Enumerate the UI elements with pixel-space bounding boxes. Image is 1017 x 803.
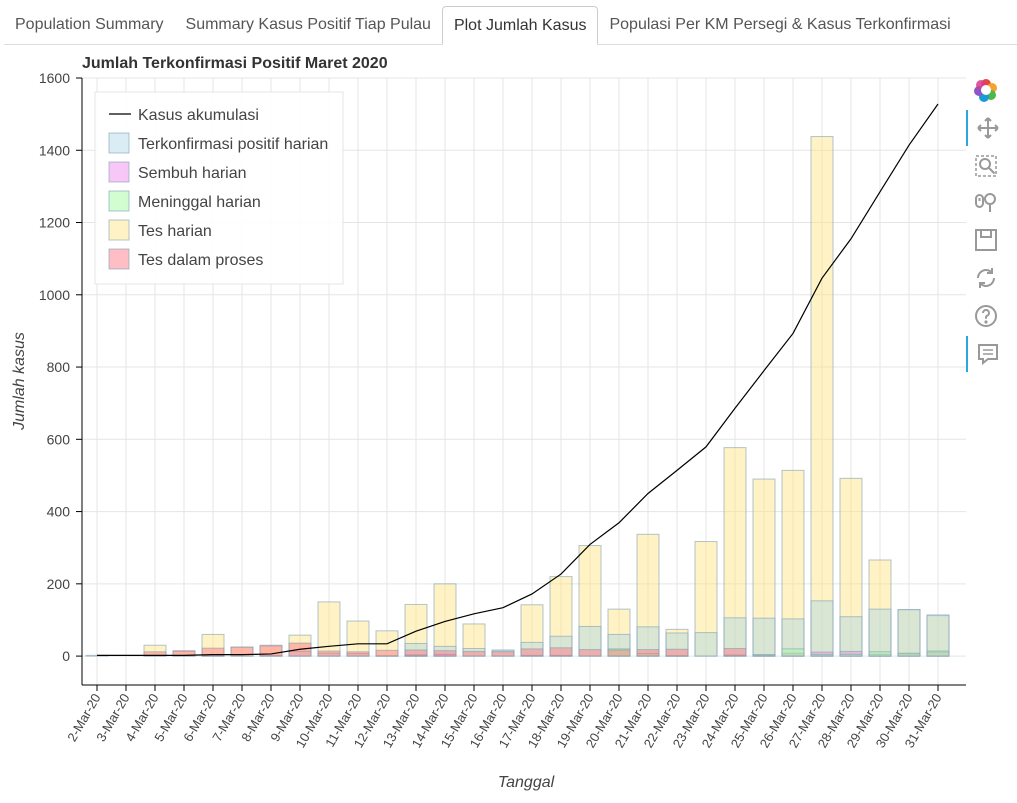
bar[interactable] bbox=[897, 608, 921, 657]
y-tick-label: 600 bbox=[47, 431, 71, 447]
bar[interactable] bbox=[810, 654, 834, 657]
legend-entry: Kasus akumulasi bbox=[138, 107, 259, 124]
tab-populasi-per-km[interactable]: Populasi Per KM Persegi & Kasus Terkonfi… bbox=[609, 16, 951, 33]
legend-entry: Tes harian bbox=[138, 223, 212, 240]
bar[interactable] bbox=[404, 649, 428, 657]
legend-entry: Meninggal harian bbox=[138, 194, 261, 211]
legend-entry: Terkonfirmasi positif harian bbox=[138, 136, 328, 153]
chart-title: Jumlah Terkonfirmasi Positif Maret 2020 bbox=[82, 55, 388, 72]
legend-entry: Tes dalam proses bbox=[138, 252, 263, 269]
bar[interactable] bbox=[868, 608, 892, 657]
bar[interactable] bbox=[230, 646, 254, 657]
y-tick-label: 400 bbox=[47, 504, 71, 520]
bar[interactable] bbox=[578, 649, 602, 657]
bar[interactable] bbox=[520, 648, 544, 657]
box-zoom-icon[interactable] bbox=[966, 148, 1006, 184]
legend: Kasus akumulasi Terkonfirmasi positif har… bbox=[94, 91, 344, 285]
tab-summary-kasus-positif[interactable]: Summary Kasus Positif Tiap Pulau bbox=[185, 16, 431, 33]
bar-chart: Jumlah Terkonfirmasi Positif Maret 2020 … bbox=[11, 55, 966, 791]
bar[interactable] bbox=[926, 614, 950, 657]
wheel-zoom-icon[interactable] bbox=[966, 184, 1006, 220]
accumulated-line bbox=[97, 103, 939, 656]
bar[interactable] bbox=[491, 651, 515, 657]
y-tick-label: 0 bbox=[62, 648, 70, 664]
bar[interactable] bbox=[172, 650, 196, 657]
reset-icon[interactable] bbox=[966, 260, 1006, 296]
tab-bar: Population Summary Summary Kasus Positif… bbox=[4, 6, 1017, 45]
y-tick-label: 1000 bbox=[39, 287, 70, 303]
bar[interactable] bbox=[549, 647, 573, 657]
y-tick-label: 800 bbox=[47, 359, 71, 375]
bar[interactable] bbox=[433, 650, 457, 657]
pan-icon[interactable] bbox=[966, 110, 1008, 146]
help-icon[interactable] bbox=[966, 298, 1006, 334]
y-tick-label: 1200 bbox=[39, 215, 70, 231]
bar[interactable] bbox=[636, 649, 660, 657]
bar[interactable] bbox=[346, 651, 370, 657]
tab-plot-jumlah-kasus[interactable]: Plot Jumlah Kasus bbox=[441, 6, 599, 45]
bar[interactable] bbox=[201, 647, 225, 657]
save-icon[interactable] bbox=[966, 222, 1006, 258]
legend-entry: Sembuh harian bbox=[138, 165, 247, 182]
bokeh-logo-icon[interactable] bbox=[966, 72, 1006, 108]
x-axis-label: Tanggal bbox=[498, 774, 555, 791]
bar[interactable] bbox=[810, 136, 834, 657]
tab-population-summary[interactable]: Population Summary bbox=[15, 16, 164, 33]
bar[interactable] bbox=[462, 650, 486, 657]
bar[interactable] bbox=[346, 620, 370, 657]
bar[interactable] bbox=[607, 649, 631, 657]
bar[interactable] bbox=[259, 644, 283, 657]
y-axis-label: Jumlah kasus bbox=[11, 332, 28, 431]
bar[interactable] bbox=[694, 632, 718, 657]
bar[interactable] bbox=[317, 601, 341, 657]
bar[interactable] bbox=[317, 650, 341, 657]
bar[interactable] bbox=[897, 652, 921, 657]
y-tick-label: 1400 bbox=[39, 142, 70, 158]
bar[interactable] bbox=[868, 651, 892, 657]
bar[interactable] bbox=[375, 649, 399, 657]
bar[interactable] bbox=[926, 650, 950, 657]
y-tick-label: 1600 bbox=[39, 70, 70, 86]
bar[interactable] bbox=[752, 617, 776, 657]
bar[interactable] bbox=[665, 648, 689, 657]
hover-icon[interactable] bbox=[966, 336, 1008, 372]
bar[interactable] bbox=[810, 600, 834, 657]
bar[interactable] bbox=[839, 653, 863, 657]
bar-series bbox=[85, 136, 950, 657]
bar[interactable] bbox=[143, 651, 167, 657]
bar[interactable] bbox=[723, 648, 747, 657]
bar[interactable] bbox=[839, 616, 863, 657]
y-tick-label: 200 bbox=[47, 576, 71, 592]
bar[interactable] bbox=[781, 648, 805, 657]
bar[interactable] bbox=[752, 654, 776, 657]
